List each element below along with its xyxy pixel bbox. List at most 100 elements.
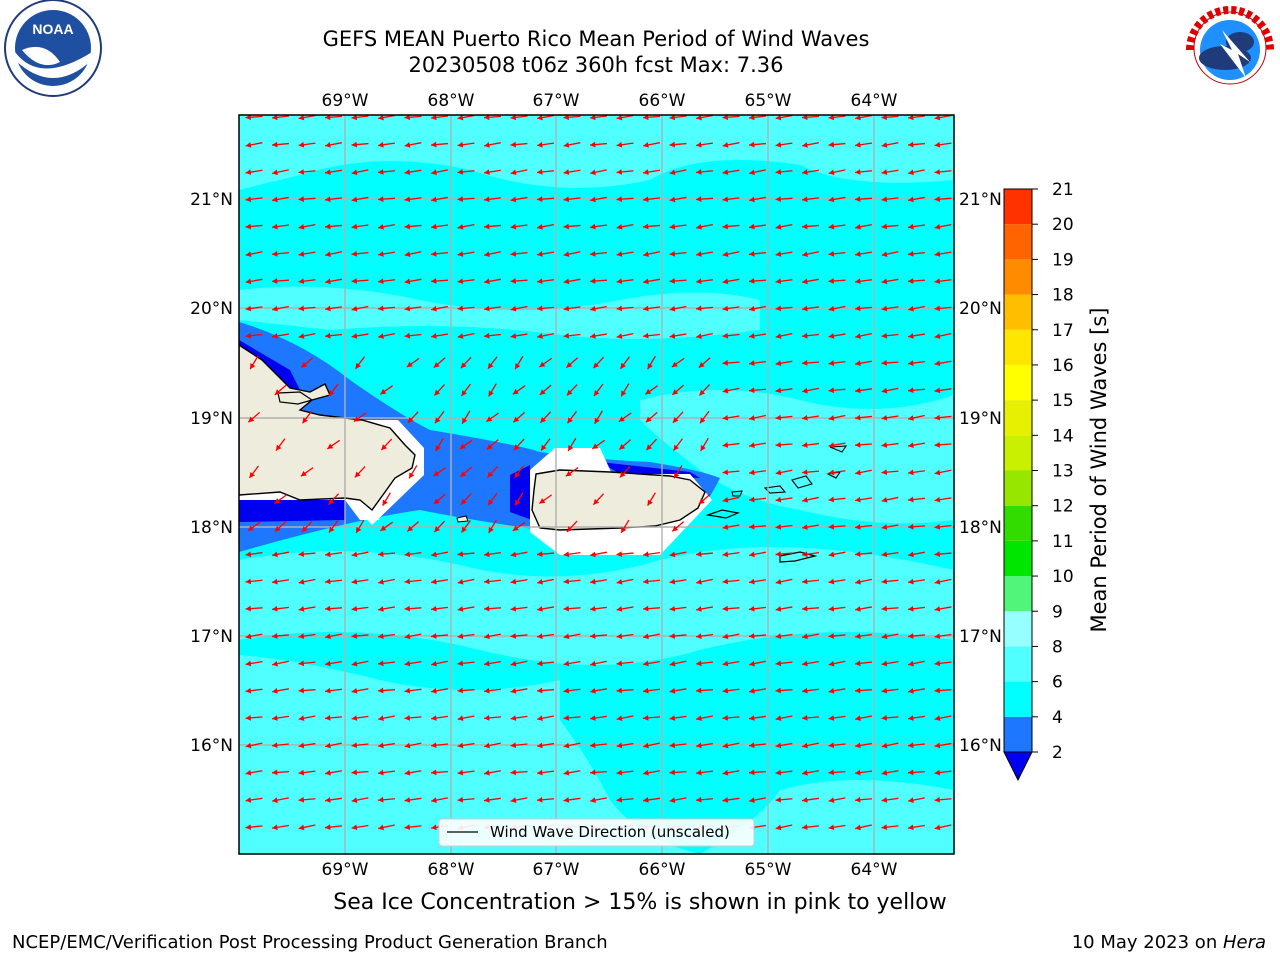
wave-arrow-head xyxy=(404,332,411,339)
wave-arrow-head xyxy=(722,715,729,721)
wave-arrow-head xyxy=(351,169,358,176)
wave-arrow-head xyxy=(563,251,570,257)
wave-arrow-head xyxy=(325,578,331,585)
wave-arrow-head xyxy=(934,169,941,175)
wave-arrow-head xyxy=(669,169,676,176)
wave-arrow-head xyxy=(775,469,782,476)
wave-arrow-head xyxy=(722,660,729,667)
wave-arrow-head xyxy=(354,471,361,478)
wave-arrow-head xyxy=(250,363,256,370)
map-field xyxy=(239,115,954,854)
colorbar-tick-label: 11 xyxy=(1052,532,1074,552)
lat-label: 18°N xyxy=(190,518,233,538)
lon-label: 67°W xyxy=(533,91,580,111)
lat-labels-right: 21°N 20°N 19°N 18°N 17°N 16°N xyxy=(959,190,1002,756)
wave-arrow-head xyxy=(775,524,782,530)
wave-arrow-head xyxy=(301,526,308,532)
wave-arrow-head xyxy=(457,606,464,612)
colorbar-tick-label: 17 xyxy=(1052,321,1074,341)
wave-arrow-head xyxy=(298,687,304,694)
wave-arrow-head xyxy=(404,196,411,203)
wave-arrow-head xyxy=(563,223,570,230)
wave-arrow-head xyxy=(616,606,623,612)
wave-arrow-head xyxy=(908,141,914,148)
wave-arrow-head xyxy=(563,196,570,203)
wave-arrow-head xyxy=(245,605,251,612)
wave-arrow-head xyxy=(802,605,808,612)
wave-arrow-head xyxy=(325,742,331,749)
wave-arrow-head xyxy=(619,443,626,450)
wave-arrow-head xyxy=(828,769,834,776)
wave-arrow-head xyxy=(647,363,653,370)
wave-arrow-head xyxy=(457,578,464,585)
wave-arrow-head xyxy=(431,196,437,203)
wave-arrow-head xyxy=(669,605,676,612)
wave-arrow-head xyxy=(881,605,887,612)
wave-arrow-head xyxy=(749,387,755,394)
wave-arrow-head xyxy=(881,414,888,421)
wave-arrow-head xyxy=(855,196,861,202)
wave-arrow-head xyxy=(802,578,808,585)
wave-arrow-head xyxy=(775,551,782,557)
wave-arrow-head xyxy=(645,388,652,395)
wave-arrow-head xyxy=(298,251,305,257)
wave-arrow-head xyxy=(537,578,543,585)
wave-arrow-head xyxy=(643,715,649,721)
wave-arrow-head xyxy=(802,360,808,366)
chart-title: GEFS MEAN Puerto Rico Mean Period of Win… xyxy=(322,27,870,51)
wave-arrow-head xyxy=(828,715,835,721)
wave-arrow-head xyxy=(567,417,573,424)
wave-arrow-head xyxy=(484,715,490,721)
wave-arrow-head xyxy=(643,660,649,667)
wave-arrow-head xyxy=(431,551,437,558)
wave-arrow-head xyxy=(593,498,600,505)
wave-arrow-head xyxy=(908,469,914,476)
wave-arrow-head xyxy=(484,223,490,230)
wave-arrow-head xyxy=(378,169,384,175)
wave-arrow-head xyxy=(353,416,360,422)
wave-arrow-head xyxy=(272,278,278,284)
wave-arrow-head xyxy=(749,115,755,121)
wave-arrow-head xyxy=(245,551,252,558)
wave-arrow-head xyxy=(275,444,282,451)
wave-arrow-head xyxy=(563,660,570,667)
wave-arrow-head xyxy=(722,169,729,175)
wave-arrow-head xyxy=(272,551,278,558)
wave-arrow-head xyxy=(590,305,596,312)
wave-arrow-head xyxy=(563,278,570,285)
wave-arrow-head xyxy=(404,660,411,667)
wave-arrow-head xyxy=(486,416,493,422)
colorbar-segment xyxy=(1004,400,1032,436)
wave-arrow-head xyxy=(272,223,278,230)
wave-arrow-head xyxy=(828,442,835,448)
wave-arrow-head xyxy=(435,445,441,452)
wave-arrow-head xyxy=(802,251,808,257)
wave-arrow-head xyxy=(325,196,331,203)
wave-arrow-head xyxy=(881,360,887,366)
colorbar-tick-label: 19 xyxy=(1052,250,1074,270)
wave-arrow-head xyxy=(351,715,358,721)
wave-arrow-head xyxy=(406,361,413,368)
wave-arrow-head xyxy=(565,470,572,477)
wave-arrow-head xyxy=(669,250,676,257)
colorbar-segment xyxy=(1004,470,1032,506)
wave-arrow-head xyxy=(855,687,861,694)
wave-arrow-head xyxy=(908,333,914,339)
wave-arrow-head xyxy=(245,115,251,121)
wave-arrow-head xyxy=(460,471,467,477)
wave-arrow-head xyxy=(749,141,755,148)
wave-arrow-head xyxy=(616,333,623,339)
wave-arrow-head xyxy=(775,196,781,202)
wave-arrow-head xyxy=(908,660,914,667)
wave-arrow-head xyxy=(431,250,437,257)
wave-arrow-head xyxy=(908,250,914,257)
wave-arrow-head xyxy=(934,251,941,257)
wave-arrow-head xyxy=(510,605,517,612)
wave-arrow-head xyxy=(669,715,676,721)
wave-arrow-head xyxy=(828,333,835,339)
wave-arrow-head xyxy=(855,305,861,312)
wave-arrow-head xyxy=(245,660,252,667)
wave-arrow-head xyxy=(325,251,331,257)
wave-arrow-head xyxy=(698,361,705,368)
wave-arrow-head xyxy=(881,278,888,285)
